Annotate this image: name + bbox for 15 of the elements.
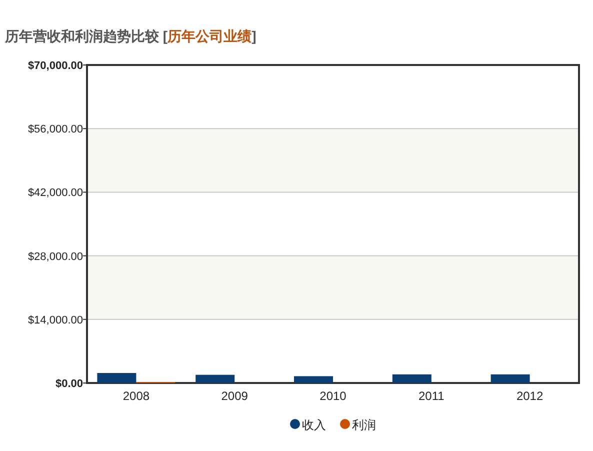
y-tick-label: $28,000.00 [28, 250, 83, 263]
x-tick-label: 2009 [221, 389, 248, 403]
chart-title: 历年营收和利润趋势比较 [4, 28, 163, 44]
y-tick-label: $56,000.00 [28, 124, 83, 136]
x-tick-label: 2010 [320, 389, 347, 403]
y-tick-label: $14,000.00 [28, 314, 83, 326]
x-tick-label: 2008 [122, 389, 150, 403]
legend-label: 收入 [302, 418, 326, 432]
y-tick-label: $70,000.00 [28, 60, 83, 72]
x-tick-label: 2012 [516, 389, 544, 403]
legend-label: 利润 [352, 418, 376, 432]
y-tick-label: $42,000.00 [28, 187, 83, 200]
y-tick-label: $0.00 [55, 378, 83, 390]
x-tick-label: 2011 [418, 389, 445, 403]
chart-subtitle: [历年公司业绩] [162, 28, 256, 44]
